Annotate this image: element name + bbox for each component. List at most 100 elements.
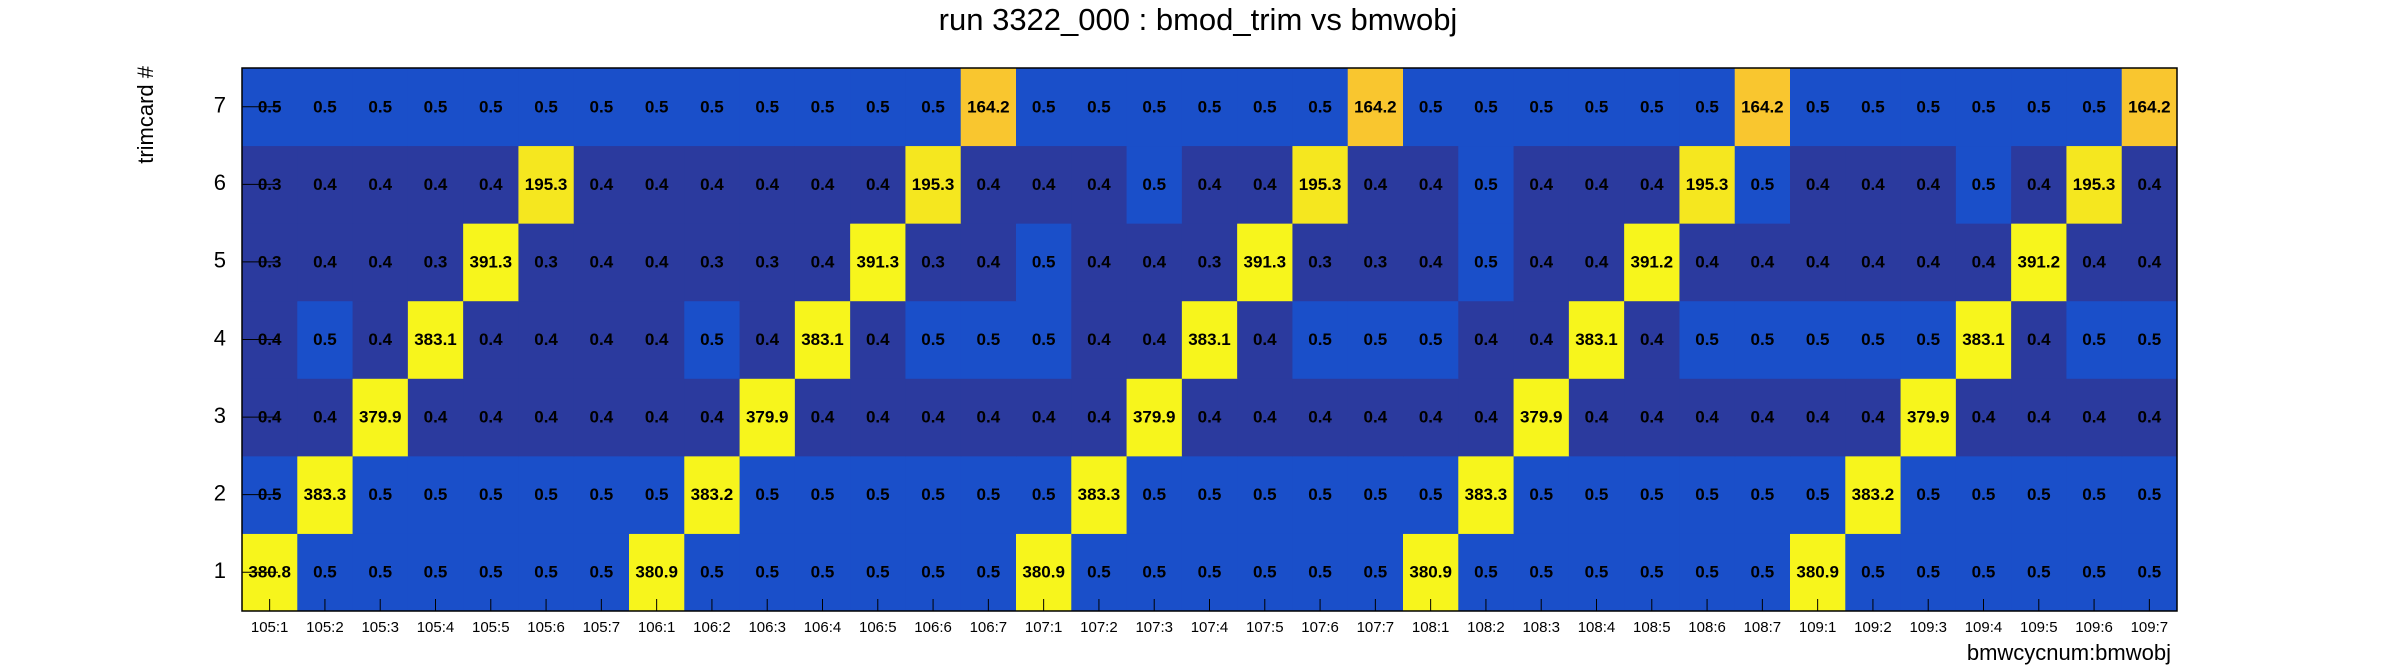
cell-label: 383.1 bbox=[414, 330, 457, 349]
heatmap-cell bbox=[2121, 223, 2178, 302]
y-tick-label: 4 bbox=[214, 325, 226, 350]
heatmap-cell bbox=[1734, 378, 1791, 457]
heatmap-cell bbox=[1624, 533, 1680, 612]
cell-label: 0.5 bbox=[700, 330, 724, 349]
cell-label: 0.5 bbox=[755, 485, 779, 504]
cell-label: 0.5 bbox=[1308, 330, 1332, 349]
cell-label: 0.4 bbox=[1640, 175, 1664, 194]
x-tick-label: 106:1 bbox=[638, 619, 676, 636]
heatmap-cell bbox=[407, 533, 464, 612]
cell-label: 0.4 bbox=[1364, 175, 1388, 194]
cell-label: 0.5 bbox=[2082, 485, 2106, 504]
cell-label: 0.5 bbox=[1695, 330, 1719, 349]
heatmap-cell bbox=[1568, 455, 1625, 534]
cell-label: 391.3 bbox=[857, 252, 900, 271]
x-tick-label: 107:2 bbox=[1080, 619, 1118, 636]
cell-label: 0.5 bbox=[921, 97, 945, 116]
heatmap-cell bbox=[1955, 145, 2012, 224]
heatmap-cell bbox=[518, 223, 575, 302]
heatmap-cell bbox=[1790, 300, 1846, 379]
cell-label: 0.5 bbox=[1032, 97, 1056, 116]
x-tick-label: 109:6 bbox=[2075, 619, 2113, 636]
cell-label: 0.5 bbox=[1529, 563, 1553, 582]
x-tick-label: 108:7 bbox=[1744, 619, 1782, 636]
cell-label: 0.5 bbox=[534, 485, 558, 504]
heatmap-cell bbox=[1237, 68, 1293, 147]
cell-label: 0.4 bbox=[645, 330, 669, 349]
heatmap-cell bbox=[1845, 68, 1902, 147]
cell-label: 0.5 bbox=[1529, 485, 1553, 504]
cell-label: 0.4 bbox=[1695, 252, 1719, 271]
heatmap-cell bbox=[794, 300, 851, 379]
cell-label: 0.5 bbox=[1142, 485, 1166, 504]
x-tick-label: 106:2 bbox=[693, 619, 731, 636]
cell-label: 391.2 bbox=[1631, 252, 1674, 271]
cell-label: 0.4 bbox=[2138, 408, 2162, 427]
cell-label: 0.5 bbox=[1806, 485, 1830, 504]
cell-label: 0.5 bbox=[1474, 252, 1498, 271]
cell-label: 383.1 bbox=[1575, 330, 1618, 349]
heatmap-cell bbox=[905, 378, 962, 457]
heatmap-cell bbox=[2121, 533, 2178, 612]
cell-label: 0.5 bbox=[1916, 485, 1940, 504]
cell-label: 0.4 bbox=[1308, 408, 1332, 427]
cell-label: 0.4 bbox=[811, 408, 835, 427]
cell-label: 0.4 bbox=[977, 408, 1001, 427]
cell-label: 379.9 bbox=[359, 408, 402, 427]
x-tick-label: 105:6 bbox=[527, 619, 565, 636]
heatmap-cell bbox=[1016, 145, 1072, 224]
x-tick-label: 109:7 bbox=[2131, 619, 2169, 636]
heatmap-cell bbox=[1790, 533, 1846, 612]
cell-label: 0.4 bbox=[645, 252, 669, 271]
heatmap-cell bbox=[297, 378, 354, 457]
heatmap-cell bbox=[518, 533, 575, 612]
heatmap-cell bbox=[739, 378, 796, 457]
cell-label: 0.5 bbox=[1419, 97, 1443, 116]
cell-label: 0.5 bbox=[424, 563, 448, 582]
cell-label: 383.3 bbox=[1465, 485, 1508, 504]
cell-label: 0.4 bbox=[313, 408, 337, 427]
heatmap-cell bbox=[2066, 68, 2123, 147]
heatmap-cell bbox=[1347, 378, 1404, 457]
heatmap-cell bbox=[1403, 223, 1459, 302]
heatmap-cell bbox=[1403, 455, 1459, 534]
cell-label: 0.5 bbox=[1142, 97, 1166, 116]
x-tick-label: 109:5 bbox=[2020, 619, 2058, 636]
cell-label: 0.4 bbox=[368, 330, 392, 349]
heatmap-cell bbox=[1513, 145, 1570, 224]
cell-label: 0.5 bbox=[1861, 563, 1885, 582]
heatmap-cell bbox=[794, 378, 851, 457]
heatmap-cell bbox=[1237, 223, 1293, 302]
heatmap-cell bbox=[1734, 533, 1791, 612]
cell-label: 0.4 bbox=[534, 330, 558, 349]
cell-label: 0.4 bbox=[313, 252, 337, 271]
heatmap-cell bbox=[1126, 145, 1183, 224]
heatmap-cell bbox=[684, 533, 741, 612]
x-tick-label: 105:1 bbox=[251, 619, 289, 636]
heatmap-cell bbox=[684, 455, 741, 534]
x-tick-label: 106:5 bbox=[859, 619, 897, 636]
heatmap-cell bbox=[1347, 533, 1404, 612]
cell-label: 0.4 bbox=[1916, 175, 1940, 194]
heatmap-cell bbox=[1568, 223, 1625, 302]
cell-label: 0.5 bbox=[1751, 330, 1775, 349]
heatmap-cell bbox=[297, 145, 354, 224]
y-tick-label: 1 bbox=[214, 558, 226, 583]
heatmap-cell bbox=[1071, 145, 1128, 224]
heatmap-cell bbox=[1181, 378, 1238, 457]
cell-label: 0.5 bbox=[1308, 563, 1332, 582]
cell-label: 0.4 bbox=[1529, 252, 1553, 271]
cell-label: 0.5 bbox=[977, 563, 1001, 582]
cell-label: 0.4 bbox=[479, 175, 503, 194]
heatmap-cell bbox=[352, 455, 409, 534]
cell-label: 0.5 bbox=[1253, 563, 1277, 582]
cell-label: 0.4 bbox=[313, 175, 337, 194]
heatmap-cell bbox=[629, 68, 685, 147]
cell-label: 0.5 bbox=[1142, 175, 1166, 194]
heatmap-cell bbox=[1181, 455, 1238, 534]
cell-label: 379.9 bbox=[1907, 408, 1950, 427]
cell-label: 0.4 bbox=[1087, 252, 1111, 271]
cell-label: 383.2 bbox=[691, 485, 734, 504]
cell-label: 0.5 bbox=[1695, 563, 1719, 582]
cell-label: 0.4 bbox=[1529, 330, 1553, 349]
